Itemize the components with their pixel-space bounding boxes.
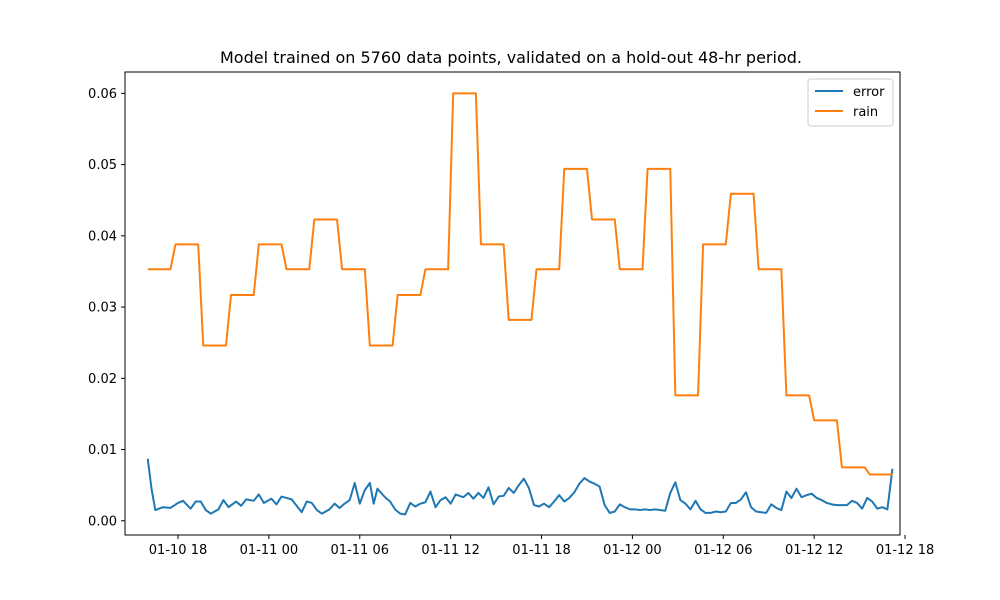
x-tick-label: 01-11 18 (512, 543, 570, 558)
y-tick-label: 0.03 (88, 301, 117, 316)
series-line-error (146, 458, 894, 516)
y-axis: 0.00 0.01 0.02 0.03 0.04 0.05 0.06 (88, 87, 125, 529)
x-tick-label: 01-11 00 (240, 543, 298, 558)
x-tick-label: 01-11 06 (331, 543, 389, 558)
x-tick-label: 01-12 18 (876, 543, 934, 558)
y-tick-label: 0.05 (88, 158, 117, 173)
series-line-rain (147, 92, 893, 476)
chart-title: Model trained on 5760 data points, valid… (220, 48, 802, 67)
y-tick-label: 0.00 (88, 514, 117, 529)
x-axis: 01-10 18 01-11 00 01-11 06 01-11 12 01-11 18… (149, 535, 934, 558)
x-tick-label: 01-12 00 (603, 543, 661, 558)
legend-label-rain: rain (853, 105, 878, 120)
y-tick-label: 0.01 (88, 443, 117, 458)
series-layer (146, 92, 894, 516)
y-tick-label: 0.04 (88, 229, 117, 244)
legend-label-error: error (853, 85, 885, 100)
x-tick-label: 01-10 18 (149, 543, 207, 558)
x-tick-label: 01-12 12 (785, 543, 843, 558)
x-tick-label: 01-11 12 (421, 543, 479, 558)
legend: error rain (807, 78, 894, 127)
y-tick-label: 0.02 (88, 372, 117, 387)
y-tick-label: 0.06 (88, 87, 117, 102)
x-tick-label: 01-12 06 (694, 543, 752, 558)
plot-frame (124, 71, 901, 536)
